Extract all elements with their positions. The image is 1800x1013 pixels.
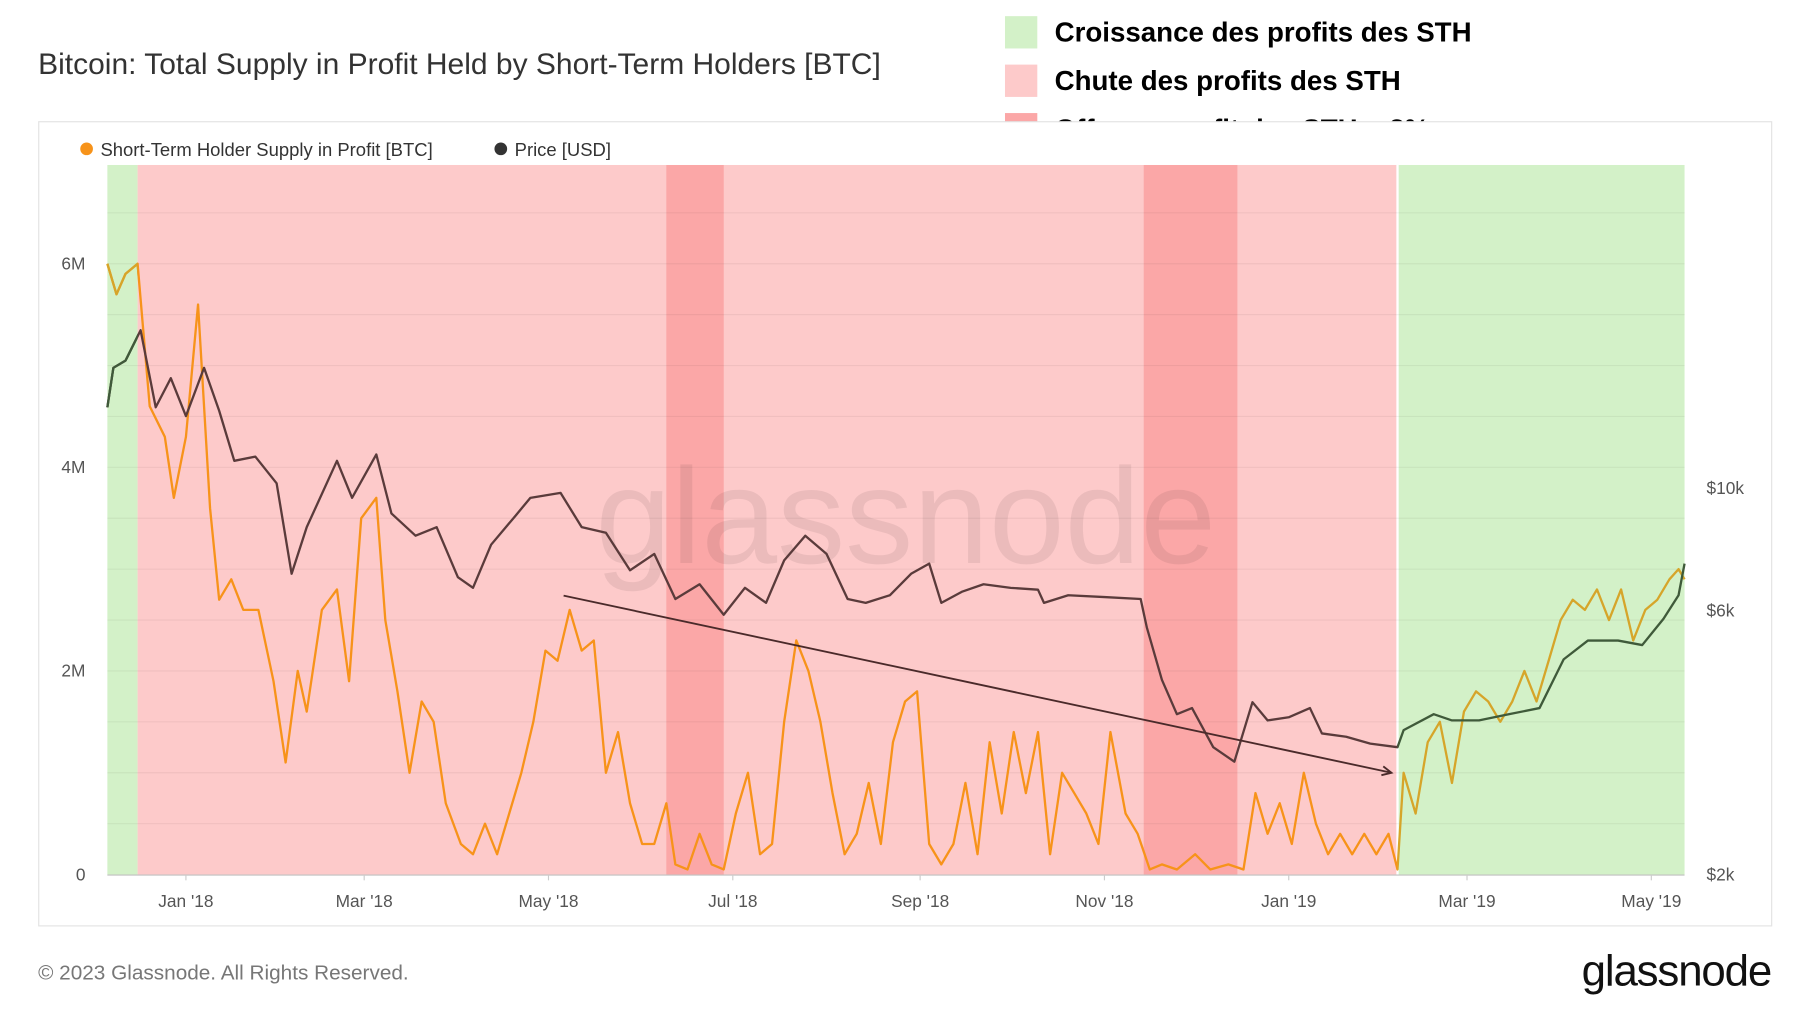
x-tick-label: Mar '19 xyxy=(1438,891,1495,911)
copyright: © 2023 Glassnode. All Rights Reserved. xyxy=(38,962,409,985)
legend-swatch-growth xyxy=(1004,16,1038,49)
legend-label-growth: Croissance des profits des STH xyxy=(1055,17,1472,48)
y-left-tick-label: 0 xyxy=(76,864,86,884)
legend-dot-price xyxy=(494,142,508,156)
y-left-tick-label: 6M xyxy=(61,254,85,274)
price-line xyxy=(106,329,1398,763)
legend-label-supply[interactable]: Short-Term Holder Supply in Profit [BTC] xyxy=(100,139,432,160)
y-left-tick-label: 2M xyxy=(61,661,85,681)
x-tick-label: Jan '18 xyxy=(158,891,213,911)
axes: Jan '18 Mar '18 May '18 Jul '18 Sep '18 Nov '… xyxy=(61,254,1744,911)
y-right-tick-label: $2k xyxy=(1706,864,1734,884)
legend-label-price[interactable]: Price [USD] xyxy=(515,139,611,160)
trend-arrowhead xyxy=(1381,765,1394,777)
legend-label-decline: Chute des profits des STH xyxy=(1055,65,1401,96)
series-legend: Short-Term Holder Supply in Profit [BTC]… xyxy=(80,139,611,160)
trend-arrow-line xyxy=(563,594,1392,774)
region-below3pct xyxy=(1143,164,1238,875)
legend-dot-supply xyxy=(80,142,93,156)
region-growth xyxy=(1397,164,1685,875)
supply-line-growth xyxy=(1397,567,1686,871)
supply-line xyxy=(106,262,1398,871)
chart-title: Bitcoin: Total Supply in Profit Held by … xyxy=(38,48,881,81)
y-right-tick-label: $10k xyxy=(1706,478,1744,498)
x-tick-label: Mar '18 xyxy=(336,891,393,911)
x-tick-label: Nov '18 xyxy=(1075,891,1133,911)
x-tick-label: Jul '18 xyxy=(708,891,757,911)
x-tick-label: May '18 xyxy=(518,891,578,911)
legend-swatch-decline xyxy=(1004,64,1038,97)
region-below3pct xyxy=(666,164,724,875)
x-tick-label: Sep '18 xyxy=(891,891,949,911)
y-right-tick-label: $6k xyxy=(1706,601,1734,621)
region-growth xyxy=(107,164,138,875)
shaded-regions xyxy=(107,164,1685,875)
y-left-tick-label: 4M xyxy=(61,457,85,477)
glassnode-logo: glassnode xyxy=(1582,946,1771,995)
series-lines xyxy=(106,262,1686,871)
x-tick-label: Jan '19 xyxy=(1261,891,1316,911)
watermark: glassnode xyxy=(595,440,1216,592)
x-tick-label: May '19 xyxy=(1621,891,1681,911)
